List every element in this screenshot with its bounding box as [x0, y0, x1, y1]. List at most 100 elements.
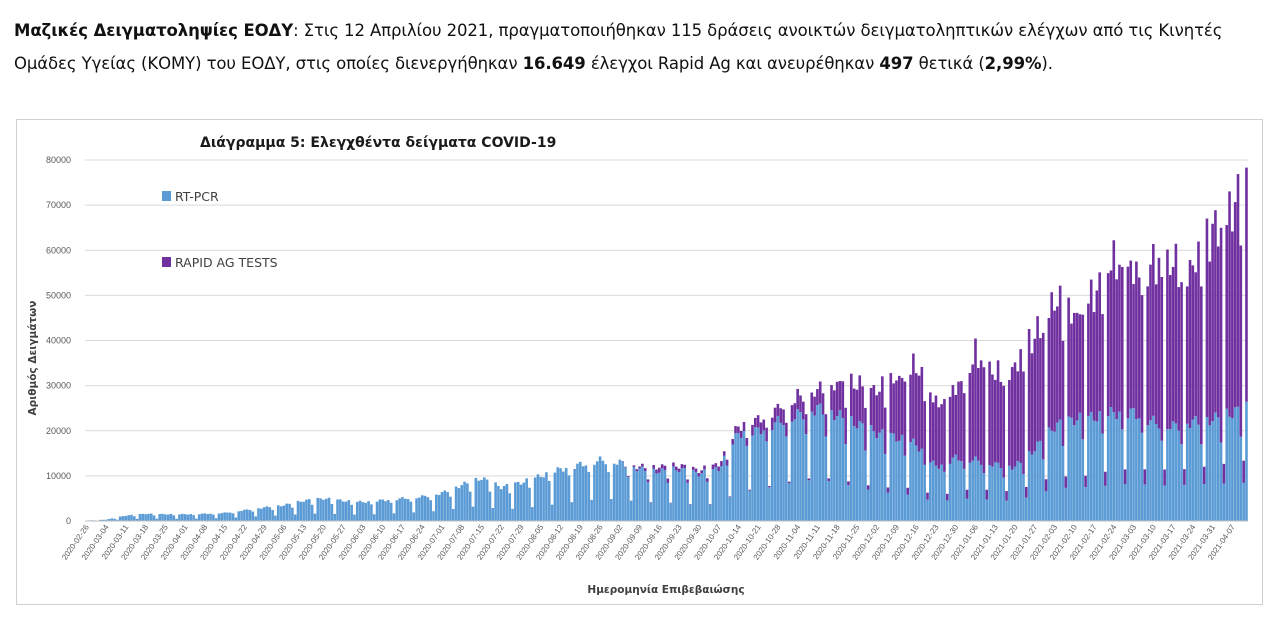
bar-rapid — [641, 463, 644, 467]
bar-rtpcr — [929, 462, 932, 521]
bar-rapid — [677, 468, 681, 472]
bar-rtpcr — [1163, 485, 1166, 521]
bar-rtpcr — [1050, 430, 1053, 521]
bar-rtpcr — [979, 464, 983, 521]
bar-rapid — [818, 381, 822, 404]
bar-rapid — [881, 376, 884, 430]
bar-rapid — [1185, 286, 1189, 424]
bar-rtpcr — [497, 485, 500, 521]
x-axis-label: Ημερομηνία Επιβεβαιώσης — [587, 584, 744, 596]
bar-rtpcr — [282, 505, 286, 521]
bar-rtpcr — [262, 507, 266, 521]
bar-rtpcr — [923, 464, 926, 521]
bar-rapid — [779, 408, 783, 423]
bar-rapid — [1109, 270, 1113, 408]
bar-rtpcr — [810, 411, 814, 521]
bar-rtpcr — [827, 480, 830, 521]
bar-rtpcr — [607, 472, 610, 521]
bar-rapid — [852, 388, 856, 426]
bar-rtpcr — [302, 501, 305, 521]
bar-rtpcr — [186, 514, 190, 521]
bar-rapid — [1039, 338, 1042, 441]
bar-rapid — [968, 372, 972, 463]
bar-rtpcr — [677, 471, 681, 521]
bar-rtpcr — [1022, 474, 1025, 521]
bar-rtpcr — [993, 462, 997, 521]
bar-rtpcr — [231, 513, 235, 521]
bar-rtpcr — [683, 468, 687, 521]
bar-rapid — [1191, 265, 1195, 420]
bar-rtpcr — [389, 502, 393, 521]
bar-rtpcr — [748, 490, 751, 521]
bar-rtpcr — [254, 516, 257, 521]
bar-rtpcr — [999, 468, 1003, 521]
bar-rtpcr — [477, 480, 480, 521]
bar-rtpcr — [180, 513, 184, 521]
bar-rtpcr — [437, 495, 441, 521]
bar-rtpcr — [655, 473, 658, 521]
bar-rtpcr — [364, 502, 368, 521]
bar-rtpcr — [488, 491, 492, 521]
bar-rtpcr — [104, 519, 108, 521]
bar-rtpcr — [610, 499, 613, 521]
bar-rtpcr — [641, 466, 644, 521]
bar-rtpcr — [415, 498, 418, 521]
bar-rtpcr — [734, 433, 737, 521]
bar-rtpcr — [1120, 429, 1124, 521]
bar-rtpcr — [801, 419, 805, 521]
bar-rtpcr — [285, 503, 289, 521]
bar-rtpcr — [559, 468, 562, 521]
bar-rapid — [1202, 466, 1206, 485]
bar-rapid — [1242, 460, 1245, 483]
bar-rtpcr — [412, 512, 416, 521]
bar-rapid — [1219, 227, 1223, 443]
bar-rtpcr — [1067, 416, 1070, 521]
bar-rtpcr — [689, 504, 692, 521]
bar-rapid — [1050, 292, 1053, 431]
bar-rtpcr — [1061, 445, 1065, 521]
bar-rtpcr — [711, 469, 715, 521]
bar-rtpcr — [1166, 429, 1169, 521]
bar-rtpcr — [680, 468, 684, 521]
bar-rtpcr — [339, 499, 342, 521]
bar-rtpcr — [494, 482, 497, 521]
bar-rtpcr — [519, 484, 523, 521]
bar-rapid — [1140, 295, 1144, 433]
bar-rapid — [1072, 312, 1076, 426]
bar-rtpcr — [1118, 411, 1121, 521]
bar-rtpcr — [429, 500, 432, 521]
bar-rtpcr — [525, 478, 528, 521]
bar-rtpcr — [172, 515, 176, 521]
bar-rtpcr — [793, 419, 797, 521]
bar-rapid — [1098, 272, 1101, 412]
y-tick-label: 40000 — [46, 336, 71, 346]
bar-rtpcr — [1087, 415, 1090, 521]
bar-rtpcr — [319, 498, 322, 521]
bar-rtpcr — [418, 497, 421, 521]
bar-rtpcr — [1064, 487, 1068, 521]
bar-rapid — [728, 496, 732, 498]
bar-rapid — [993, 379, 997, 463]
bar-rtpcr — [514, 482, 517, 521]
bar-rapid — [1024, 486, 1028, 498]
bar-rapid — [742, 422, 746, 431]
bar-rapid — [787, 481, 791, 484]
bar-rtpcr — [1070, 417, 1073, 521]
bar-rtpcr — [545, 472, 548, 521]
bar-rapid — [934, 395, 938, 466]
bar-rtpcr — [316, 497, 320, 521]
bar-rtpcr — [483, 477, 486, 521]
y-tick-label: 50000 — [46, 290, 71, 300]
bar-rapid — [948, 396, 952, 464]
y-tick-label: 30000 — [46, 381, 71, 391]
bar-rapid — [931, 402, 935, 461]
bar-rapid — [658, 467, 661, 473]
bar-rtpcr — [299, 501, 303, 521]
bar-rapid — [785, 422, 788, 437]
bar-rapid — [739, 430, 743, 438]
bar-rtpcr — [480, 479, 483, 521]
bar-rapid — [1005, 491, 1008, 501]
bar-rtpcr — [378, 499, 382, 521]
bar-rapid — [999, 381, 1003, 469]
bar-rtpcr — [1242, 482, 1245, 521]
